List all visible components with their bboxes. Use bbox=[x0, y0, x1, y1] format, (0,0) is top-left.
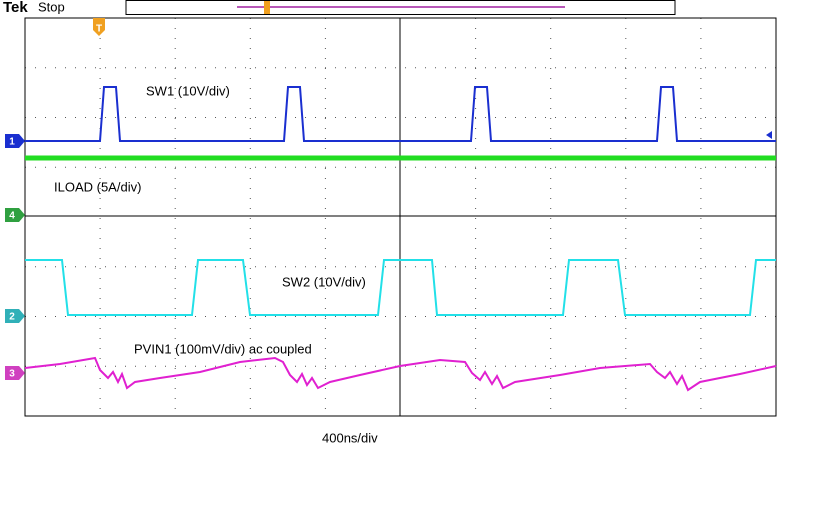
pvin1-trace bbox=[24, 356, 777, 392]
brand: Tek bbox=[3, 0, 28, 16]
sw1-label: SW1 (10V/div) bbox=[146, 83, 230, 98]
ch4-number: 4 bbox=[9, 211, 15, 222]
ch4-marker bbox=[5, 208, 25, 222]
status: Stop bbox=[38, 0, 65, 14]
ch2-marker bbox=[5, 309, 25, 323]
trigger-marker bbox=[93, 18, 105, 36]
ch1-marker bbox=[5, 134, 25, 148]
trigger-position bbox=[264, 1, 270, 14]
ch2-number: 2 bbox=[9, 312, 15, 323]
timebase: 400ns/div bbox=[322, 430, 378, 445]
ch3-marker bbox=[5, 366, 25, 380]
trigger-label: T bbox=[96, 24, 102, 35]
iload-label: ILOAD (5A/div) bbox=[54, 179, 141, 194]
ch1-number: 1 bbox=[9, 137, 15, 148]
sw2-trace bbox=[25, 259, 776, 316]
pvin1-label: PVIN1 (100mV/div) ac coupled bbox=[134, 341, 312, 356]
sw2-label: SW2 (10V/div) bbox=[282, 274, 366, 289]
sw1-trace bbox=[25, 86, 776, 142]
ch3-number: 3 bbox=[9, 369, 15, 380]
trigger-level bbox=[766, 131, 772, 139]
